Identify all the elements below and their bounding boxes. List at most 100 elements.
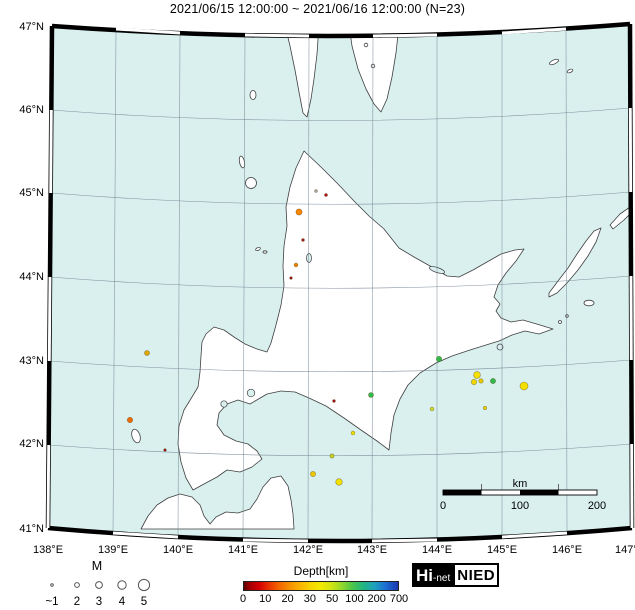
islet-habomai-2 bbox=[565, 314, 569, 318]
quake-marker bbox=[519, 381, 529, 391]
lat-label: 44°N bbox=[19, 271, 44, 283]
quake-marker bbox=[324, 193, 328, 197]
lon-label: 141°E bbox=[228, 544, 258, 556]
lat-label: 41°N bbox=[19, 523, 44, 535]
scalebar-tick-100: 100 bbox=[511, 500, 529, 512]
coast-sakhalin-east bbox=[348, 24, 400, 113]
graticule bbox=[48, 28, 632, 541]
lon-label: 140°E bbox=[163, 544, 193, 556]
lat-label: 42°N bbox=[19, 438, 44, 450]
latitude-labels: 47°N 46°N 45°N 44°N 43°N 42°N 41°N bbox=[19, 21, 44, 535]
magnitude-legend-label: 4 bbox=[119, 596, 126, 608]
quake-marker bbox=[329, 453, 335, 459]
lon-label: 147°E bbox=[615, 544, 635, 556]
lon-label: 144°E bbox=[422, 544, 452, 556]
magnitude-legend-circle bbox=[50, 583, 54, 587]
lon-label: 138°E bbox=[33, 544, 63, 556]
logo-net-text: -net bbox=[433, 572, 451, 584]
map-frame bbox=[45, 21, 635, 544]
magnitude-legend-title: M bbox=[92, 559, 102, 573]
depth-tick-label: 10 bbox=[259, 593, 272, 605]
lon-label: 139°E bbox=[98, 544, 128, 556]
logo-hi-text: Hi bbox=[416, 565, 433, 585]
lat-label: 47°N bbox=[19, 21, 44, 33]
lake-shumarinai bbox=[306, 253, 312, 263]
quake-marker bbox=[490, 378, 496, 384]
quake-marker bbox=[293, 262, 299, 268]
lon-label: 145°E bbox=[487, 544, 517, 556]
map-title: 2021/06/15 12:00:00 ~ 2021/06/16 12:00:0… bbox=[169, 2, 466, 16]
quake-marker bbox=[314, 189, 318, 193]
distance-scalebar: km 0 100 200 bbox=[440, 478, 606, 512]
islet-aniva-1 bbox=[363, 42, 369, 48]
lat-label: 46°N bbox=[19, 104, 44, 116]
depth-colorbar bbox=[243, 581, 399, 591]
landmass-group bbox=[131, 24, 632, 530]
quake-marker bbox=[144, 350, 150, 356]
quake-marker bbox=[301, 238, 305, 242]
magnitude-legend-label: ~1 bbox=[45, 596, 58, 608]
quake-marker bbox=[127, 416, 134, 423]
magnitude-legend-circle bbox=[137, 578, 151, 592]
lake-akkeshi bbox=[496, 343, 504, 351]
lon-label: 143°E bbox=[357, 544, 387, 556]
scalebar-unit: km bbox=[513, 478, 528, 490]
quake-marker bbox=[350, 430, 356, 436]
quake-marker bbox=[310, 471, 316, 477]
quake-markers-layer bbox=[127, 189, 529, 486]
depth-tick-label: 100 bbox=[345, 593, 364, 605]
quake-marker bbox=[332, 399, 336, 403]
quake-marker bbox=[295, 208, 303, 216]
depth-tick-label: 30 bbox=[303, 593, 316, 605]
quake-marker bbox=[335, 478, 343, 486]
longitude-labels: 138°E 139°E 140°E 141°E 142°E 143°E 144°E 145°E… bbox=[33, 544, 635, 556]
quake-marker bbox=[289, 276, 293, 280]
depth-tick-label: 200 bbox=[367, 593, 386, 605]
lat-label: 43°N bbox=[19, 355, 44, 367]
magnitude-legend-label: 5 bbox=[141, 596, 147, 608]
depth-legend: Depth[km] 0 10 20 30 50 100 200 700 bbox=[239, 564, 408, 607]
hinet-logo-box: Hi -net bbox=[412, 563, 454, 587]
depth-tick-label: 0 bbox=[239, 593, 247, 605]
depth-legend-title: Depth[km] bbox=[293, 564, 349, 578]
island-moneron bbox=[249, 90, 257, 100]
island-rishiri bbox=[245, 177, 257, 189]
coast-sakhalin-west bbox=[284, 24, 320, 118]
quake-marker bbox=[368, 392, 374, 398]
quake-marker bbox=[470, 378, 477, 385]
island-okushiri bbox=[131, 428, 141, 444]
coast-honshu bbox=[140, 475, 295, 530]
nied-logo-box: NIED bbox=[453, 563, 500, 587]
lon-label: 146°E bbox=[552, 544, 582, 556]
magnitude-legend-label: 2 bbox=[74, 596, 80, 608]
magnitude-legend-circle bbox=[95, 581, 103, 589]
magnitude-legend-circle bbox=[117, 580, 127, 590]
magnitude-legend-circle bbox=[74, 582, 80, 588]
coast-hokkaido bbox=[177, 150, 554, 491]
islet-teuri bbox=[255, 246, 261, 252]
magnitude-legend-label: 3 bbox=[96, 596, 102, 608]
depth-tick-labels: 0 10 20 30 50 100 200 700 bbox=[239, 593, 408, 607]
islet-northeast-2 bbox=[566, 68, 574, 74]
lake-shikotsu bbox=[246, 388, 256, 398]
island-etorofu-tip bbox=[609, 206, 632, 230]
island-kunashiri bbox=[548, 227, 602, 298]
depth-tick-label: 20 bbox=[281, 593, 294, 605]
depth-tick-label: 50 bbox=[326, 593, 339, 605]
quake-marker bbox=[163, 448, 167, 452]
islet-habomai-1 bbox=[558, 320, 562, 324]
quake-marker bbox=[473, 371, 481, 379]
islet-yagishiri bbox=[262, 250, 268, 254]
lake-toya bbox=[220, 400, 228, 408]
hinet-nied-logo: Hi -net NIED bbox=[412, 563, 500, 587]
quake-marker bbox=[435, 355, 442, 362]
scalebar-tick-0: 0 bbox=[440, 500, 446, 512]
island-shikotan bbox=[583, 299, 595, 307]
islet-northeast-1 bbox=[548, 58, 560, 66]
quake-marker bbox=[429, 406, 435, 412]
lon-label: 142°E bbox=[293, 544, 323, 556]
quake-marker bbox=[478, 378, 484, 384]
magnitude-legend: M ~1 2 3 4 5 bbox=[45, 559, 151, 608]
